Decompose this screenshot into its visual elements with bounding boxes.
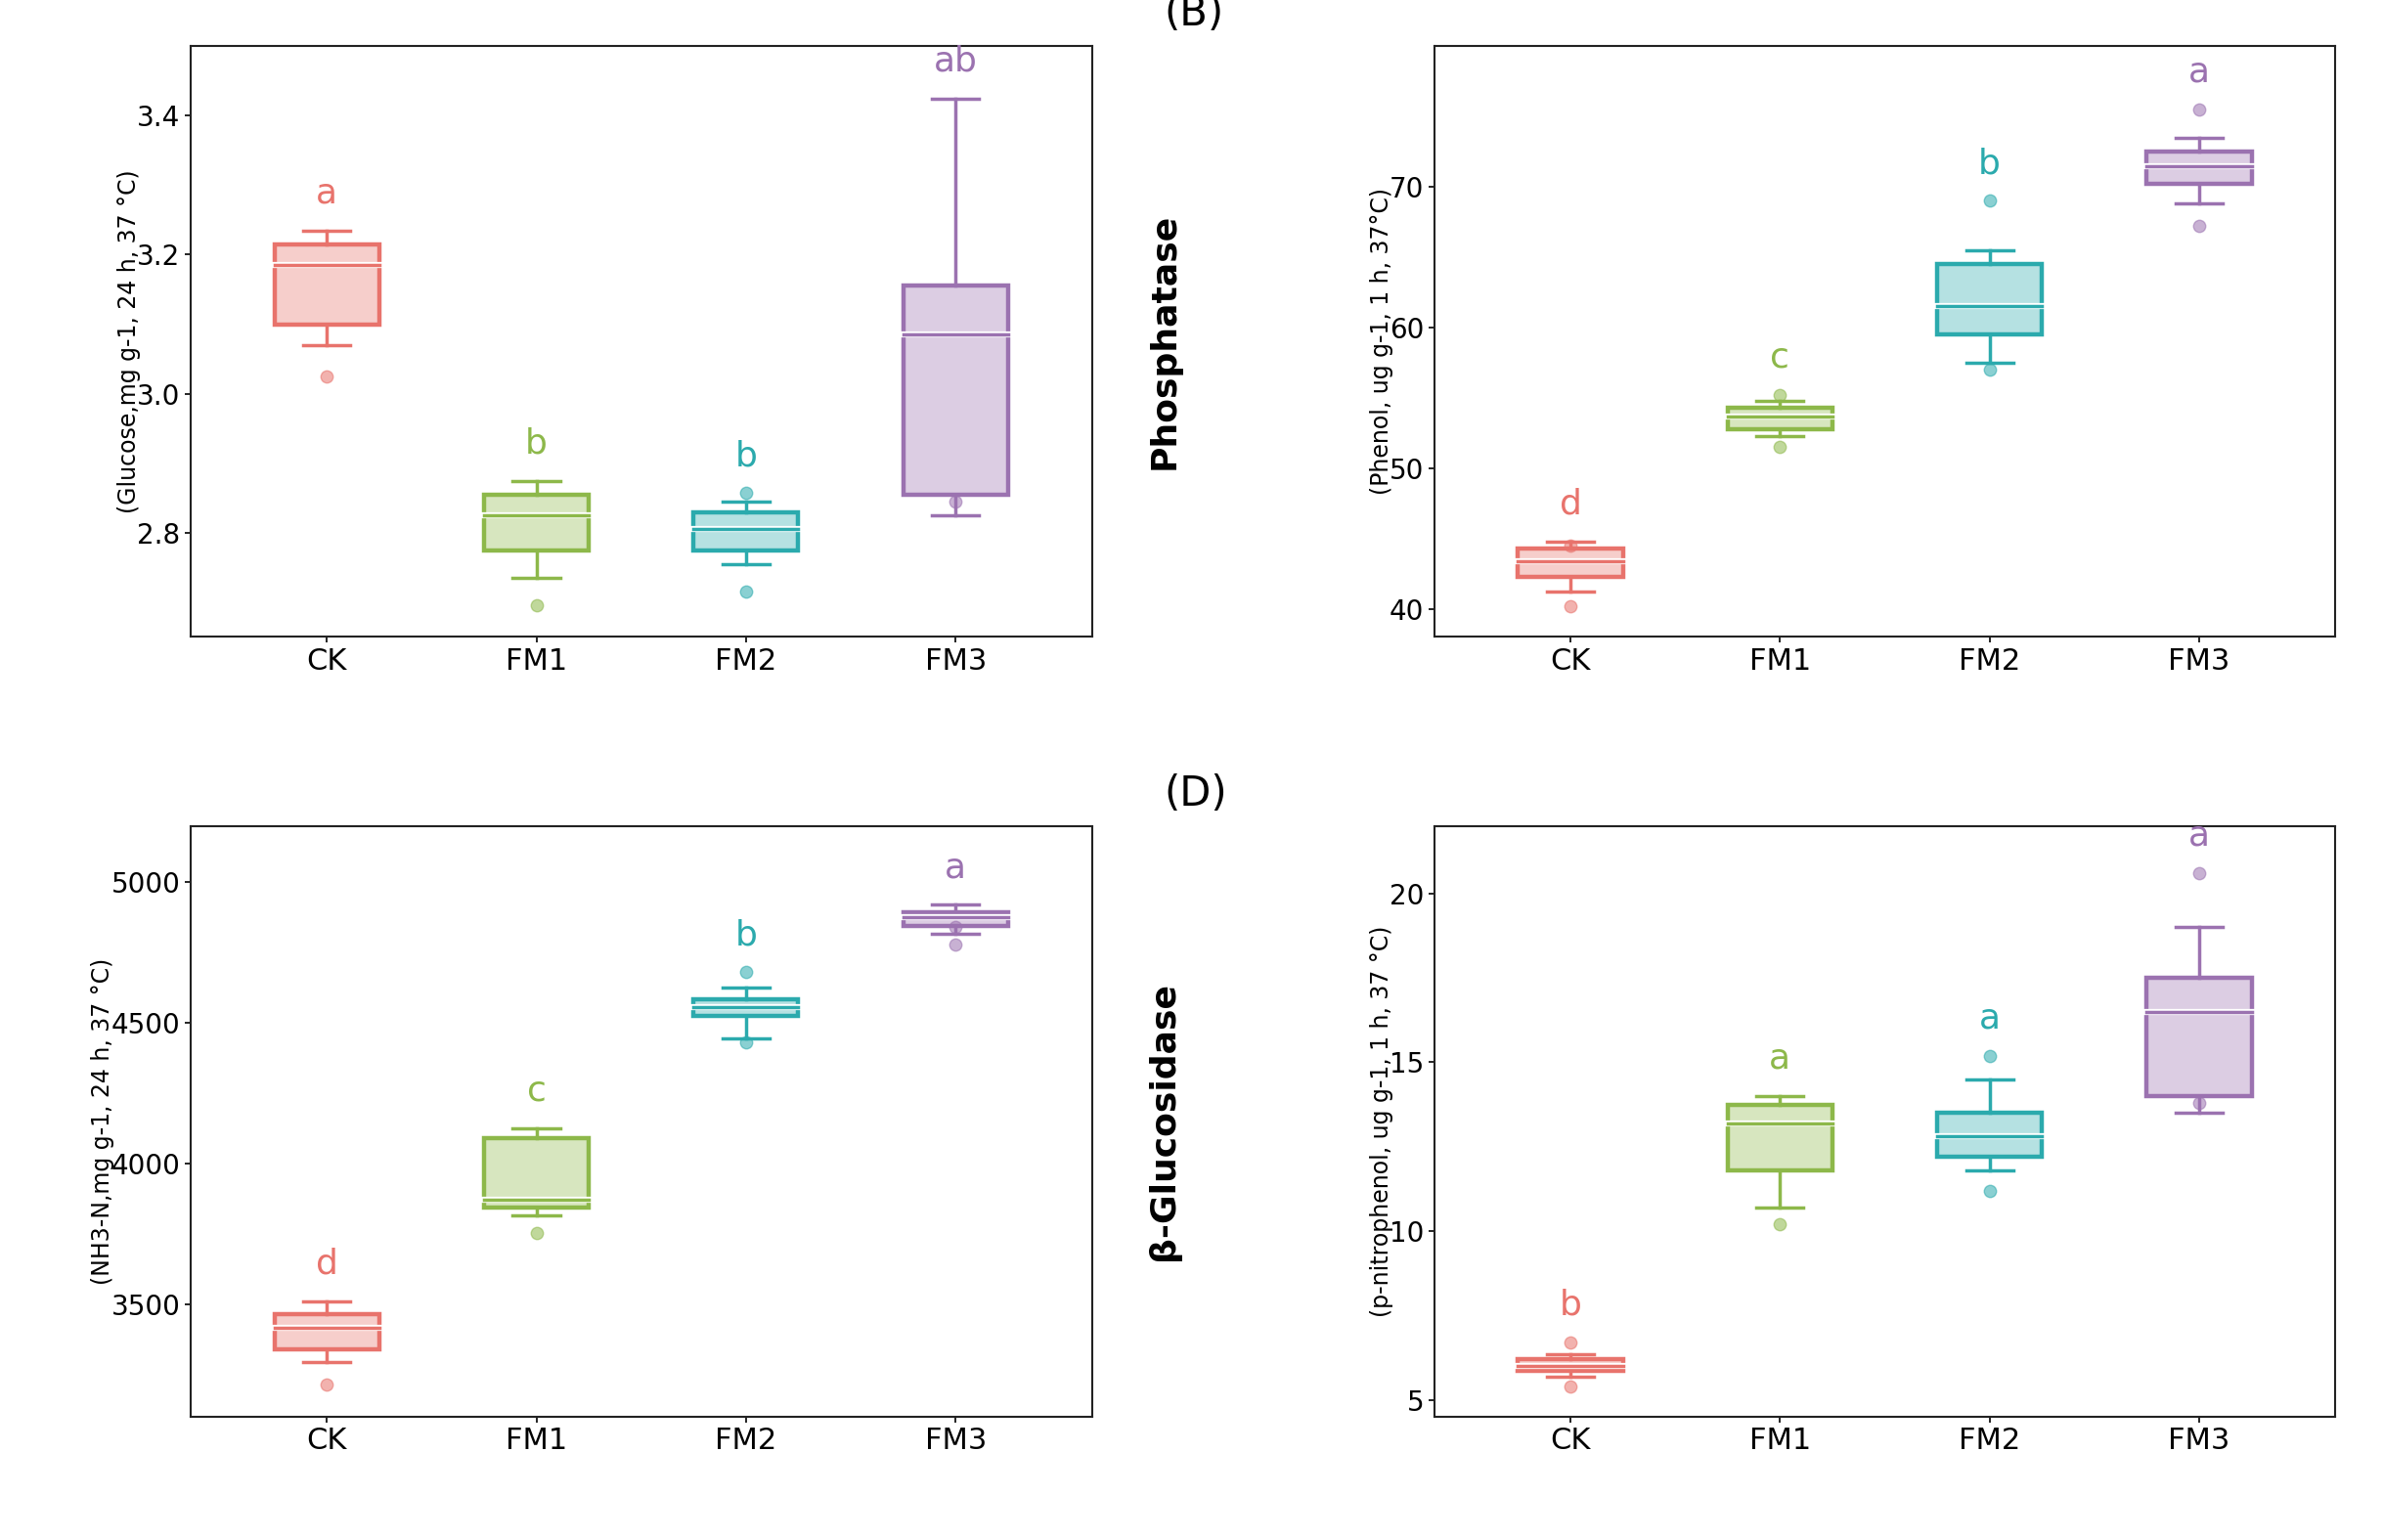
Bar <box>903 912 1008 926</box>
Bar <box>903 286 1008 494</box>
Text: b: b <box>524 427 548 460</box>
Text: ab: ab <box>934 45 977 77</box>
Bar <box>1518 548 1623 576</box>
Bar <box>1728 1104 1833 1170</box>
Bar <box>484 1138 589 1207</box>
Text: b: b <box>734 918 758 952</box>
Bar <box>1937 265 2042 334</box>
Text: a: a <box>1978 1001 1999 1035</box>
Text: Phosphatase: Phosphatase <box>1146 214 1180 470</box>
Bar <box>2147 152 2252 185</box>
Y-axis label: (p-nitrophenol, ug g-1, 1 h, 37 °C): (p-nitrophenol, ug g-1, 1 h, 37 °C) <box>1370 926 1394 1317</box>
Bar <box>274 1314 379 1349</box>
Text: c: c <box>527 1075 546 1107</box>
Bar <box>693 999 798 1016</box>
Bar <box>1728 408 1833 428</box>
Text: a: a <box>2188 55 2209 89</box>
Bar <box>484 494 589 550</box>
Text: d: d <box>315 1247 338 1281</box>
Text: b: b <box>1978 146 2002 180</box>
Bar <box>484 494 589 550</box>
Bar <box>2147 152 2252 185</box>
Text: a: a <box>317 177 338 209</box>
Bar <box>274 245 379 325</box>
Bar <box>2147 978 2252 1096</box>
Text: (D): (D) <box>1163 773 1227 815</box>
Text: d: d <box>1558 487 1582 521</box>
Text: a: a <box>2188 819 2209 853</box>
Text: b: b <box>734 439 758 473</box>
Y-axis label: (Glucose,mg g-1, 24 h, 37 °C): (Glucose,mg g-1, 24 h, 37 °C) <box>117 169 141 513</box>
Bar <box>693 511 798 550</box>
Bar <box>1518 548 1623 576</box>
Bar <box>1937 1113 2042 1157</box>
Bar <box>1728 1104 1833 1170</box>
Bar <box>693 511 798 550</box>
Bar <box>903 286 1008 494</box>
Y-axis label: (Phenol, ug g-1, 1 h, 37°C): (Phenol, ug g-1, 1 h, 37°C) <box>1370 188 1394 494</box>
Text: a: a <box>944 852 967 884</box>
Bar <box>1937 265 2042 334</box>
Text: c: c <box>1771 342 1790 374</box>
Bar <box>274 1314 379 1349</box>
Bar <box>1728 408 1833 428</box>
Bar <box>1937 1113 2042 1157</box>
Y-axis label: (NH3-N,mg g-1, 24 h, 37 °C): (NH3-N,mg g-1, 24 h, 37 °C) <box>91 958 114 1284</box>
Bar <box>274 245 379 325</box>
Text: a: a <box>1768 1043 1790 1075</box>
Bar <box>903 912 1008 926</box>
Text: (B): (B) <box>1163 0 1222 34</box>
Text: b: b <box>1558 1289 1582 1321</box>
Text: β-Glucosidase: β-Glucosidase <box>1146 983 1180 1261</box>
Bar <box>693 999 798 1016</box>
Bar <box>1518 1360 1623 1371</box>
Bar <box>1518 1360 1623 1371</box>
Bar <box>484 1138 589 1207</box>
Bar <box>2147 978 2252 1096</box>
